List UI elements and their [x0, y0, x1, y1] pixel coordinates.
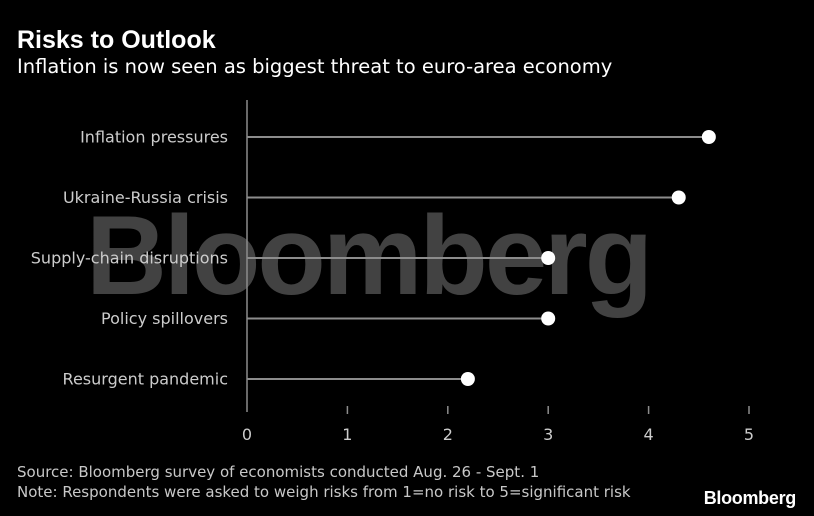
x-tick-label: 1: [342, 425, 352, 444]
chart-title: Risks to Outlook: [17, 26, 216, 54]
x-tick-label: 0: [242, 425, 252, 444]
lollipop-dot: [541, 311, 556, 326]
category-label: Policy spillovers: [101, 309, 228, 328]
lollipop-row: Supply-chain disruptions: [31, 249, 556, 268]
x-axis-ticks: 0 1 2 3 4 5: [242, 406, 754, 444]
x-tick-label: 2: [443, 425, 453, 444]
chart-rows: Inflation pressures Ukraine-Russia crisis…: [31, 128, 716, 389]
chart-subtitle: Inflation is now seen as biggest threat …: [17, 55, 613, 78]
lollipop-dot: [701, 130, 716, 144]
lollipop-row: Ukraine-Russia crisis: [63, 188, 686, 207]
lollipop-dot: [460, 372, 475, 386]
lollipop-row: Policy spillovers: [101, 309, 556, 328]
methodology-note: Note: Respondents were asked to weigh ri…: [17, 483, 631, 501]
source-note: Source: Bloomberg survey of economists c…: [17, 463, 540, 481]
category-label: Ukraine-Russia crisis: [63, 188, 228, 207]
category-label: Inflation pressures: [80, 128, 228, 147]
category-label: Resurgent pandemic: [63, 370, 228, 389]
category-label: Supply-chain disruptions: [31, 249, 228, 268]
lollipop-row: Inflation pressures: [80, 128, 716, 147]
lollipop-dot: [671, 190, 686, 205]
x-tick-label: 5: [744, 425, 754, 444]
bloomberg-logo: Bloomberg: [703, 488, 797, 508]
x-tick-label: 3: [543, 425, 553, 444]
lollipop-row: Resurgent pandemic: [63, 370, 475, 389]
lollipop-dot: [541, 251, 556, 265]
bloomberg-watermark: Bloomberg: [86, 193, 650, 318]
x-tick-label: 4: [644, 425, 654, 444]
